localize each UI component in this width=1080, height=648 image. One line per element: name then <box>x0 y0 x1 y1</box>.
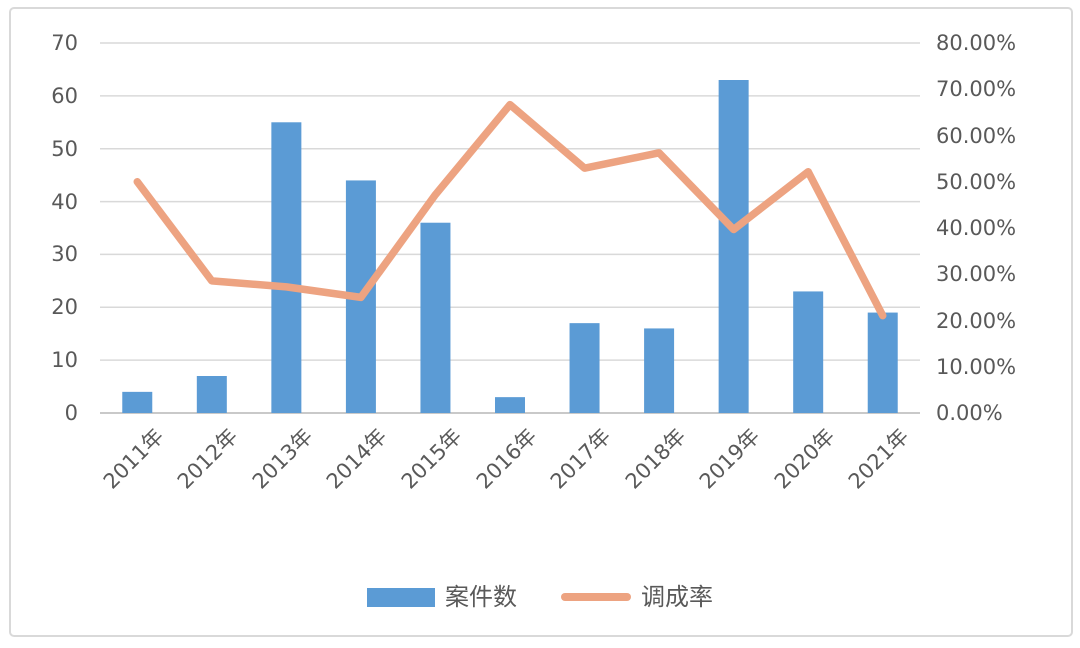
bar-2013年 <box>271 122 302 414</box>
right-axis-tick: 0.00% <box>936 401 1003 425</box>
bar-2020年 <box>793 291 824 413</box>
right-axis-tick: 20.00% <box>936 308 1017 333</box>
bar-2011年 <box>122 391 153 413</box>
bar-2015年 <box>420 222 451 413</box>
left-axis-tick: 70 <box>51 31 78 55</box>
bar-2018年 <box>644 328 675 413</box>
right-axis-tick: 50.00% <box>936 169 1017 194</box>
right-axis-tick: 70.00% <box>936 77 1017 102</box>
bar-2019年 <box>718 80 749 413</box>
bar-2017年 <box>569 323 600 413</box>
left-axis-tick: 50 <box>51 136 78 161</box>
right-axis-tick: 80.00% <box>936 31 1017 55</box>
legend-label-rate: 调成率 <box>641 583 713 611</box>
left-axis-tick: 60 <box>51 83 78 108</box>
legend-item-rate: 调成率 <box>561 583 713 611</box>
left-axis-tick: 10 <box>51 348 78 373</box>
bar-2021年 <box>867 312 898 413</box>
bar-series-swatch <box>367 587 435 607</box>
right-axis-tick: 10.00% <box>936 354 1017 379</box>
line-series-swatch <box>561 593 631 601</box>
bar-2016年 <box>495 397 525 413</box>
left-axis-tick: 20 <box>51 295 78 320</box>
legend: 案件数 调成率 <box>0 581 1080 613</box>
right-axis-tick: 60.00% <box>936 123 1017 148</box>
bar-2012年 <box>196 376 227 413</box>
left-axis-tick: 0 <box>64 401 78 425</box>
right-axis-tick: 30.00% <box>936 262 1017 287</box>
left-axis-tick: 40 <box>51 189 78 214</box>
left-axis-tick: 30 <box>51 242 78 267</box>
legend-label-cases: 案件数 <box>445 583 517 611</box>
right-axis-tick: 40.00% <box>936 216 1017 240</box>
rate-line <box>133 100 887 320</box>
legend-item-cases: 案件数 <box>367 583 517 611</box>
